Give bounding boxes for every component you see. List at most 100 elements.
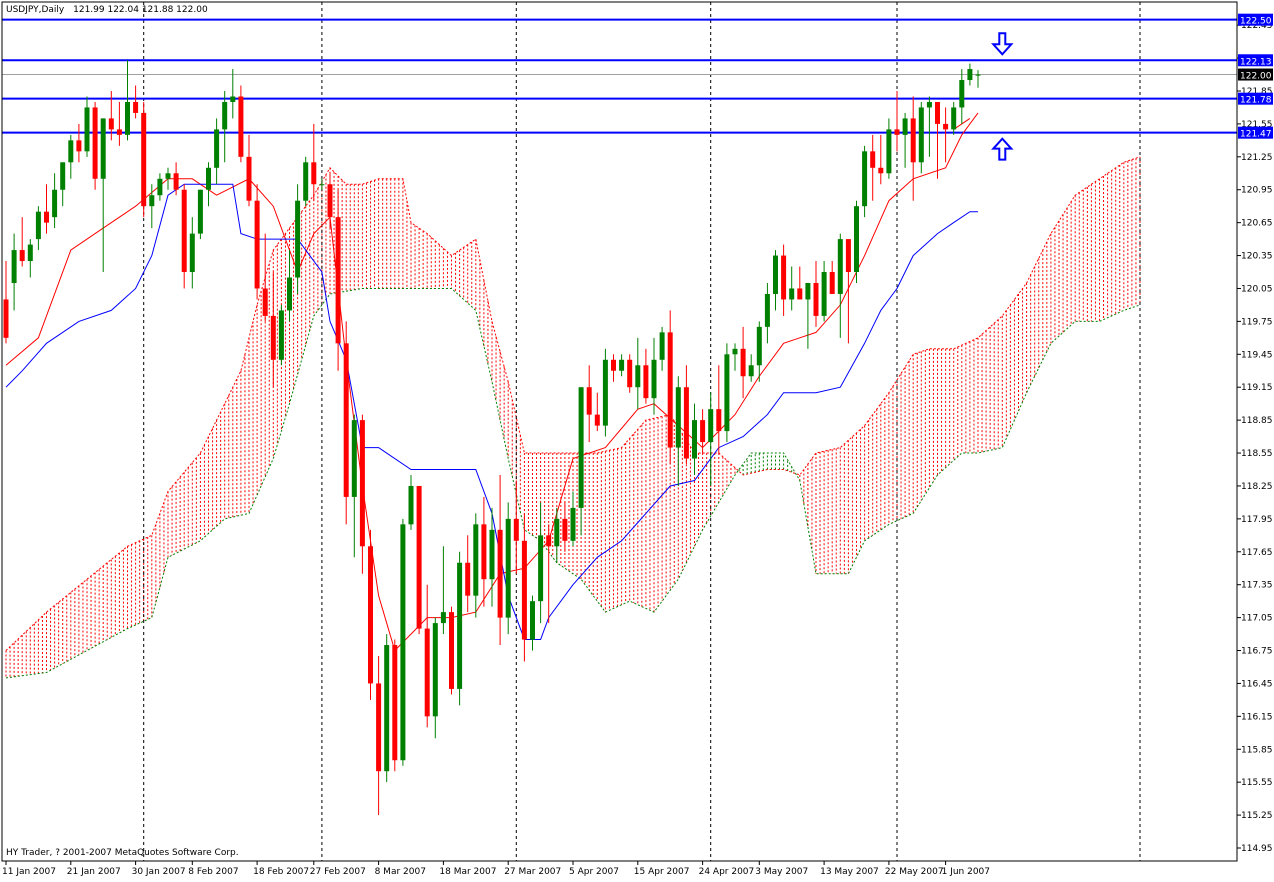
x-tick-label: 8 Feb 2007 [188,867,238,877]
candle-body [732,348,738,355]
candle-body [432,623,438,717]
candle-body [521,540,527,640]
y-tick-label: 115.25 [1241,811,1273,821]
x-tick-label: 5 Apr 2007 [569,867,619,877]
ichimoku-cloud [5,156,1141,679]
candle [959,69,965,124]
candle-body [108,118,114,130]
candle-body [505,518,511,618]
candle [19,217,25,267]
candle [68,134,74,179]
down-arrow-icon [991,32,1014,56]
candle [635,337,641,410]
candle [943,107,949,163]
candle [238,85,244,163]
candle-body [384,645,390,772]
candle [165,167,171,190]
candle-body [440,612,446,624]
level-price-label: 122.13 [1240,57,1272,67]
candle-body [473,524,479,596]
candle-body [52,189,58,218]
candle [84,96,90,157]
candle-body [967,69,973,81]
candle-body [837,239,843,294]
candle [44,184,49,234]
x-tick-label: 22 May 2007 [885,867,944,877]
candle [878,134,884,185]
candle-body [683,387,689,459]
y-tick-label: 120.35 [1241,252,1273,262]
y-tick-label: 120.95 [1241,186,1273,196]
candle [975,70,981,88]
candle-body [173,173,179,190]
x-tick-label: 30 Jan 2007 [132,867,186,877]
candle-body [813,282,819,316]
candle [667,310,673,465]
candle [651,337,657,415]
candle-body [254,200,260,289]
copyright-text: HY Trader, ? 2001-2007 MetaQuotes Softwa… [6,848,239,858]
candle [675,376,681,486]
candle-body [497,529,503,618]
candle-body [611,359,616,371]
candle-body [343,343,349,497]
candle-body [578,387,584,508]
candle-body [141,112,147,207]
candle [52,173,58,229]
candle [351,414,357,558]
candle-body [181,189,187,273]
candle [708,392,714,486]
candle [100,118,106,273]
candle [262,233,268,322]
candle-body [35,211,41,240]
candle-body [789,288,795,300]
candle-body [943,123,949,130]
y-tick-label: 117.65 [1241,548,1273,558]
candle [570,491,576,547]
candle-body [335,217,341,344]
y-tick-label: 115.85 [1241,745,1273,755]
candle [408,474,414,530]
candle [538,502,544,624]
candle-body [3,299,9,338]
candle-body [870,151,876,168]
candle [376,656,382,816]
candle [392,639,398,772]
candle-body [359,420,365,547]
candle [270,272,276,388]
candle-body [740,348,746,377]
candle [611,354,616,382]
candle-body [206,167,211,190]
candle-body [781,255,787,300]
candle [295,184,301,294]
candle [440,546,446,635]
candle-body [270,315,276,360]
candle-body [197,189,203,234]
candle-body [230,96,236,102]
candle-body [651,359,657,399]
candle [805,282,811,349]
x-tick-label: 8 Mar 2007 [375,867,426,877]
candle [457,551,463,706]
candle-body [854,206,859,273]
candle-body [287,277,292,311]
candle [116,101,122,146]
candle [254,184,260,300]
x-tick-label: 15 Apr 2007 [634,867,690,877]
candle-body [894,129,900,135]
candle-body [481,524,487,580]
candle-body [416,485,422,629]
candle [76,123,82,163]
candle-body [327,184,333,218]
candle-body [60,162,66,190]
candle-body [457,562,463,689]
y-tick-label: 122.45 [1241,21,1273,31]
candle-body [44,211,49,223]
candle-body [19,250,25,262]
senkou-span-b-line [5,288,1141,679]
candle [659,326,665,371]
candle-body [408,485,414,525]
